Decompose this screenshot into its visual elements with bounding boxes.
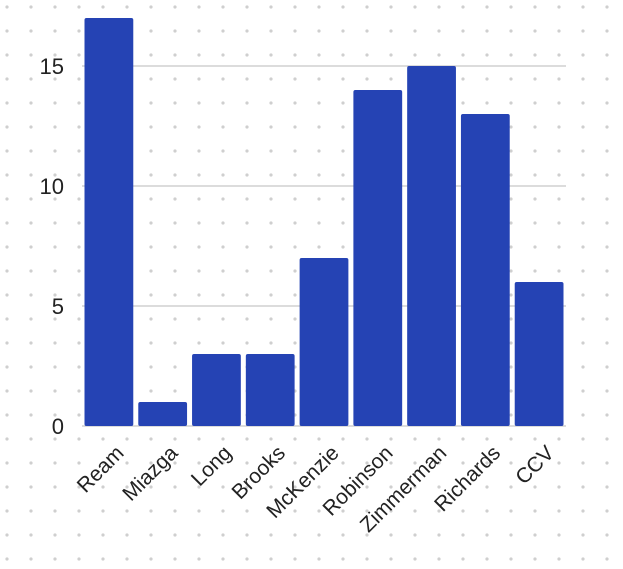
y-tick-label: 15 [40,54,64,79]
bar-zimmerman [407,66,456,426]
bar-miazga [138,402,188,426]
bar-brooks [245,354,295,426]
bar-mckenzie [299,258,349,426]
y-tick-label: 5 [52,294,64,319]
bar-ccv [514,282,564,426]
bars [84,18,564,426]
y-axis-ticks: 0 5 10 15 [40,54,64,439]
bar-richards [460,114,510,426]
bar-ream [84,18,134,426]
y-tick-label: 0 [52,414,64,439]
bar-robinson [353,90,403,426]
y-tick-label: 10 [40,174,64,199]
bar-long [192,354,241,426]
